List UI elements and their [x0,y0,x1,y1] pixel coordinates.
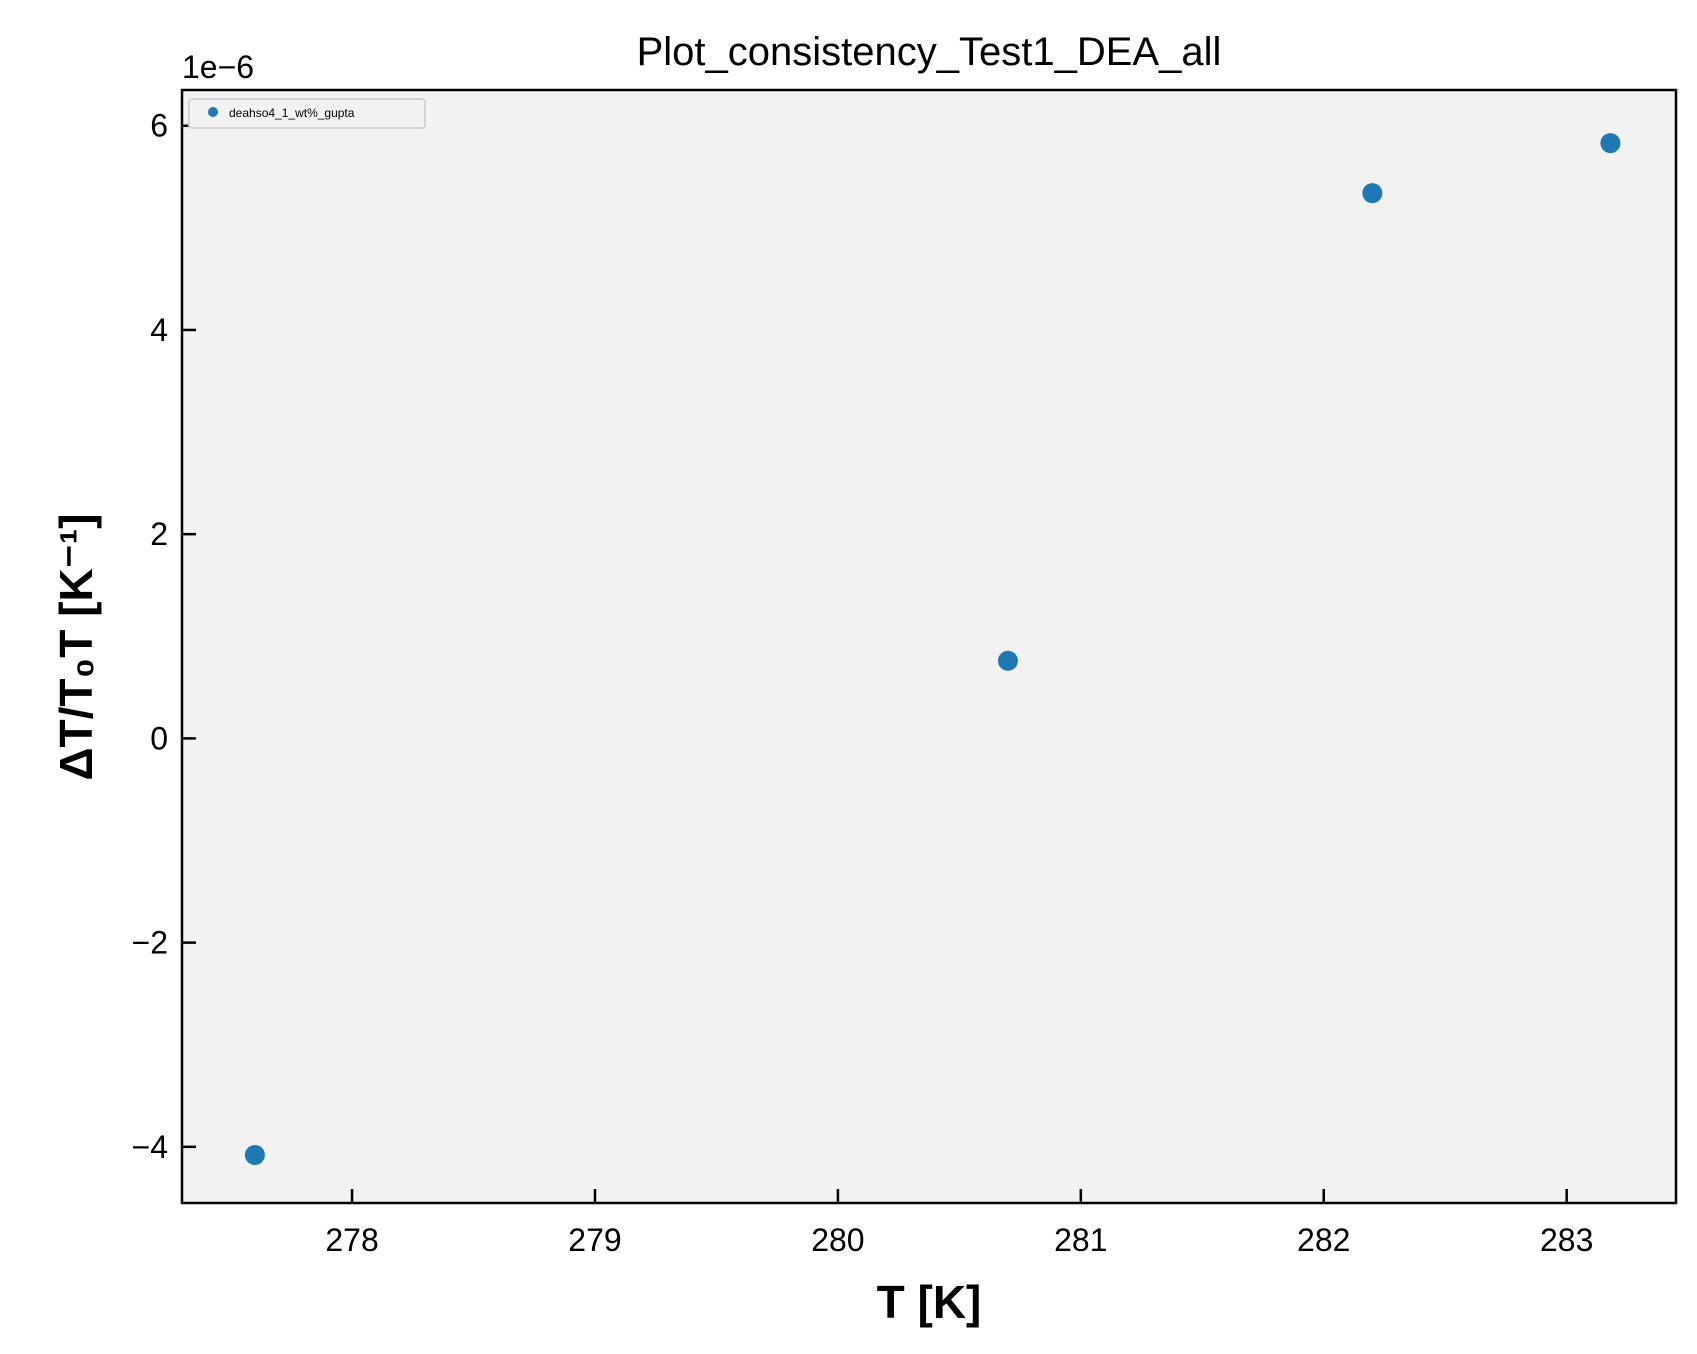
data-point [1600,133,1621,154]
y-offset-label: 1e−6 [182,49,254,85]
data-point [1362,183,1383,204]
y-axis-ticks: −4 −2 0 2 4 6 [132,108,196,1165]
x-axis-ticks: 278 279 280 281 282 283 [325,1189,1593,1258]
x-tick-label: 280 [811,1222,864,1258]
chart-title: Plot_consistency_Test1_DEA_all [637,30,1222,74]
legend-entry-label: deahso4_1_wt%_gupta [229,106,355,120]
plot-area [180,88,1678,1205]
x-tick-label: 281 [1054,1222,1107,1258]
y-tick-label: 0 [150,720,168,756]
legend-marker [208,107,218,117]
data-points [244,133,1621,1166]
x-axis-label: T [K] [877,1276,982,1328]
data-point [244,1145,265,1166]
data-point [997,650,1018,671]
legend-box [188,98,426,129]
legend: deahso4_1_wt%_gupta [188,98,426,129]
x-tick-label: 278 [325,1222,378,1258]
x-tick-label: 283 [1540,1222,1593,1258]
y-tick-label: −2 [132,925,168,961]
y-tick-label: −4 [132,1129,168,1165]
y-tick-label: 4 [150,312,168,348]
y-tick-label: 6 [150,108,168,144]
x-tick-label: 279 [568,1222,621,1258]
y-tick-label: 2 [150,516,168,552]
x-tick-label: 282 [1297,1222,1350,1258]
y-axis-label: ΔT/T₀T [K⁻¹] [50,513,102,780]
